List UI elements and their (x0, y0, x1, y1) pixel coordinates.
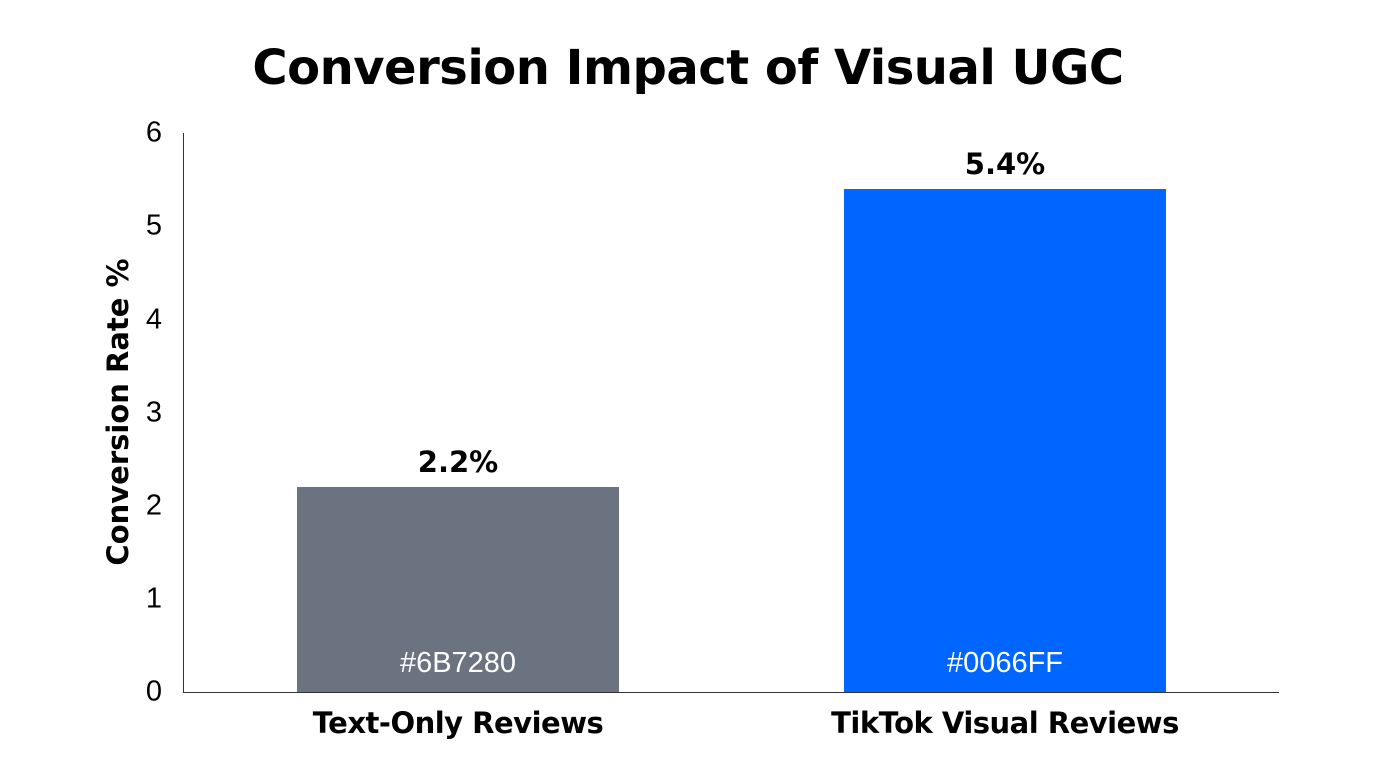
bar-value-label: 2.2% (417, 445, 499, 480)
y-tick: 3 (145, 396, 162, 429)
x-tick-label: TikTok Visual Reviews (831, 706, 1179, 740)
y-tick: 6 (145, 116, 162, 149)
y-tick: 2 (145, 489, 162, 522)
bar-text-only-reviews: #6B7280 (297, 487, 619, 692)
bar-color-annotation: #6B7280 (399, 646, 517, 679)
chart-title: Conversion Impact of Visual UGC (252, 40, 1124, 96)
bar-tiktok-visual-reviews: #0066FF (844, 188, 1166, 692)
y-tick: 4 (145, 303, 162, 336)
bar-color-annotation: #0066FF (946, 646, 1064, 679)
y-tick: 1 (145, 582, 162, 615)
y-tick: 0 (145, 675, 162, 708)
y-axis-line (183, 133, 184, 693)
y-tick: 5 (145, 209, 162, 242)
x-tick-label: Text-Only Reviews (312, 706, 604, 740)
bar-value-label: 5.4% (964, 146, 1046, 181)
x-axis-line (183, 692, 1279, 693)
